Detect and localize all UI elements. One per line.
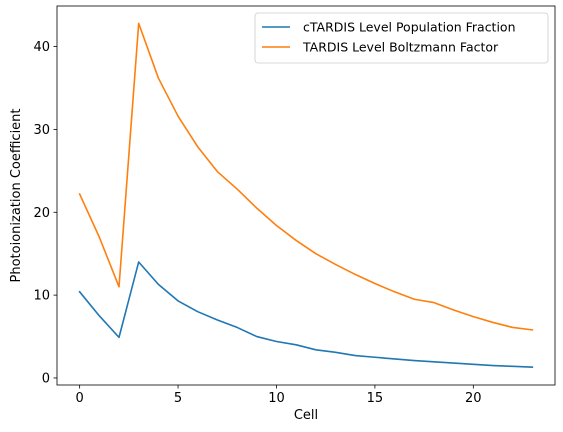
y-tick-label: 30 — [33, 123, 50, 138]
legend-label-ctardis: cTARDIS Level Population Fraction — [303, 20, 516, 35]
y-axis: 0 10 20 30 40 — [33, 40, 57, 386]
x-tick-label: 10 — [268, 391, 285, 406]
x-axis: 0 5 10 15 20 — [75, 385, 482, 406]
series-layer — [78, 22, 534, 369]
legend: cTARDIS Level Population Fraction TARDIS… — [254, 12, 549, 64]
y-axis-label: Photoionization Coefficient — [9, 108, 24, 282]
y-tick-label: 0 — [42, 371, 50, 386]
x-axis-label: Cell — [294, 408, 318, 423]
x-tick-label: 5 — [174, 391, 182, 406]
plot-frame — [56, 5, 556, 386]
series-line-tardis — [78, 22, 534, 331]
x-tick-label: 15 — [367, 391, 384, 406]
x-tick-label: 0 — [75, 391, 83, 406]
y-tick-label: 40 — [33, 40, 50, 55]
legend-box — [254, 12, 549, 64]
series-line-ctardis — [78, 261, 534, 369]
legend-label-tardis: TARDIS Level Boltzmann Factor — [302, 40, 499, 55]
y-tick-label: 20 — [33, 206, 50, 221]
y-tick-label: 10 — [33, 289, 50, 304]
x-tick-label: 20 — [465, 391, 482, 406]
